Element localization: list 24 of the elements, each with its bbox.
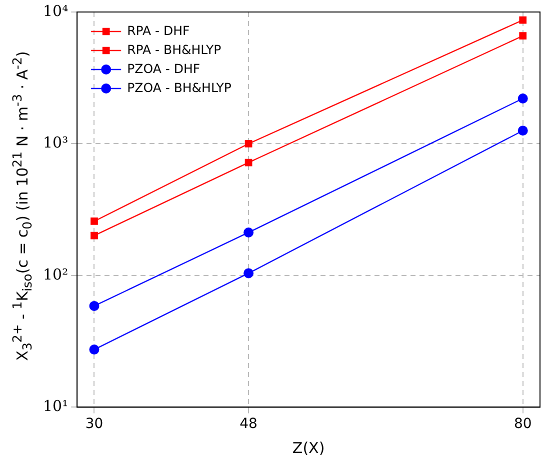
x-tick-label: 80: [514, 416, 532, 432]
x-tick-label: 30: [85, 416, 104, 432]
point: [518, 126, 528, 136]
point: [244, 140, 252, 148]
point: [89, 300, 100, 311]
legend-label: PZOA - BH&HLYP: [127, 80, 232, 95]
y-tick-label: 10⁴: [42, 2, 68, 20]
point: [519, 16, 527, 24]
x-tick-label: 48: [240, 416, 258, 432]
legend-label: RPA - BH&HLYP: [127, 42, 222, 57]
point: [244, 268, 254, 278]
point: [90, 232, 98, 240]
y-tick-label: 10¹: [42, 397, 68, 416]
point: [244, 227, 254, 238]
legend-label: RPA - DHF: [127, 22, 190, 38]
x-axis-title: Z(X): [292, 438, 325, 457]
point: [518, 93, 528, 104]
point: [519, 32, 527, 40]
point: [89, 344, 100, 355]
y-tick-label: 10²: [42, 265, 68, 284]
legend-label: PZOA - DHF: [127, 60, 200, 76]
point: [90, 218, 98, 225]
y-tick-label: 10³: [42, 134, 68, 152]
point: [244, 158, 252, 166]
